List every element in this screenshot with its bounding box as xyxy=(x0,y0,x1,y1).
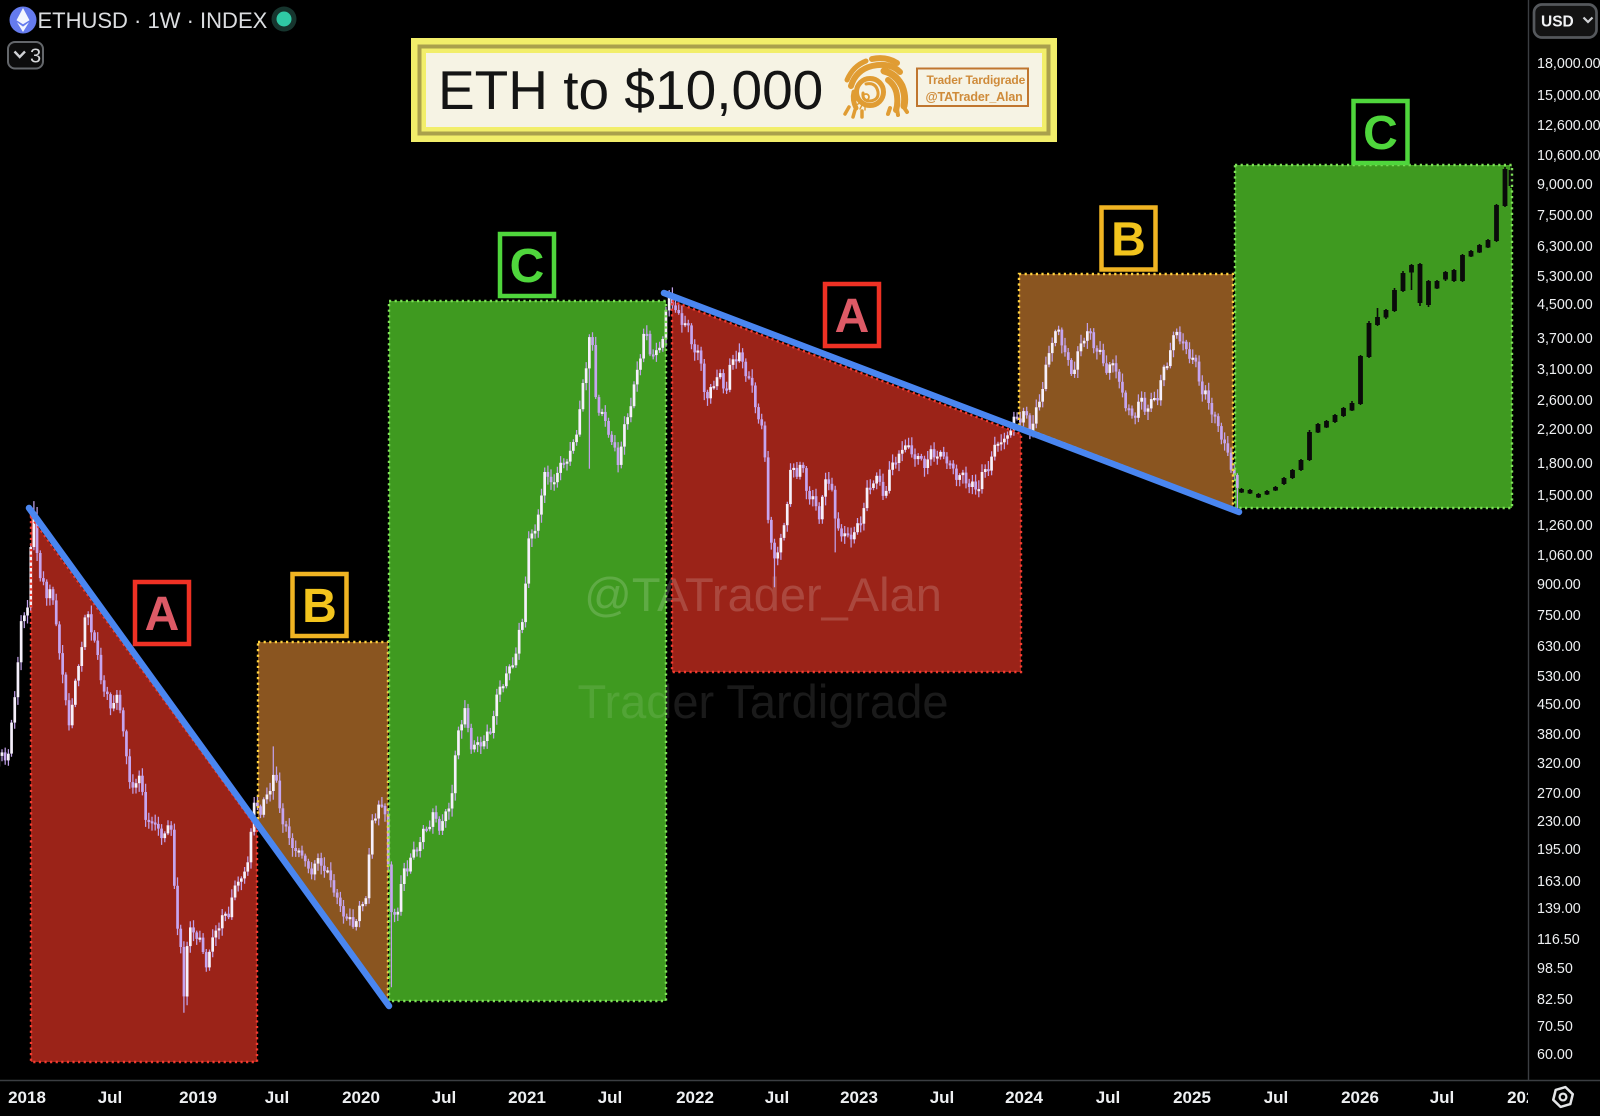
svg-text:630.00: 630.00 xyxy=(1537,639,1581,655)
svg-text:530.00: 530.00 xyxy=(1537,669,1581,685)
svg-text:5,300.00: 5,300.00 xyxy=(1537,269,1593,285)
svg-text:C: C xyxy=(1363,107,1398,160)
svg-text:450.00: 450.00 xyxy=(1537,697,1581,713)
svg-text:Jul: Jul xyxy=(1264,1088,1289,1107)
svg-text:2024: 2024 xyxy=(1005,1088,1043,1107)
svg-text:A: A xyxy=(835,290,870,343)
svg-text:@TATrader_Alan: @TATrader_Alan xyxy=(926,90,1023,104)
svg-text:2026: 2026 xyxy=(1341,1088,1379,1107)
svg-text:1,060.00: 1,060.00 xyxy=(1537,548,1593,564)
svg-text:270.00: 270.00 xyxy=(1537,786,1581,802)
svg-text:Trader Tardigrade: Trader Tardigrade xyxy=(927,73,1026,87)
svg-text:18,000.00: 18,000.00 xyxy=(1537,56,1600,72)
svg-text:B: B xyxy=(302,580,337,633)
svg-text:195.00: 195.00 xyxy=(1537,842,1581,858)
svg-text:2023: 2023 xyxy=(840,1088,878,1107)
svg-text:900.00: 900.00 xyxy=(1537,577,1581,593)
svg-text:70.50: 70.50 xyxy=(1537,1019,1573,1035)
svg-text:Jul: Jul xyxy=(432,1088,457,1107)
svg-text:3,700.00: 3,700.00 xyxy=(1537,331,1593,347)
svg-text:Jul: Jul xyxy=(765,1088,790,1107)
svg-text:60.00: 60.00 xyxy=(1537,1047,1573,1063)
svg-text:@TATrader_Alan: @TATrader_Alan xyxy=(584,568,942,621)
svg-text:B: B xyxy=(1111,214,1146,267)
svg-text:380.00: 380.00 xyxy=(1537,727,1581,743)
svg-text:750.00: 750.00 xyxy=(1537,608,1581,624)
svg-text:2020: 2020 xyxy=(342,1088,380,1107)
svg-text:2,600.00: 2,600.00 xyxy=(1537,393,1593,409)
svg-text:230.00: 230.00 xyxy=(1537,814,1581,830)
svg-text:12,600.00: 12,600.00 xyxy=(1537,118,1600,134)
svg-text:2018: 2018 xyxy=(8,1088,46,1107)
svg-text:163.00: 163.00 xyxy=(1537,874,1581,890)
svg-text:USD: USD xyxy=(1541,14,1574,31)
svg-text:Jul: Jul xyxy=(98,1088,123,1107)
svg-text:320.00: 320.00 xyxy=(1537,756,1581,772)
svg-text:1,500.00: 1,500.00 xyxy=(1537,488,1593,504)
svg-text:2022: 2022 xyxy=(676,1088,714,1107)
svg-text:Jul: Jul xyxy=(1430,1088,1455,1107)
svg-text:2025: 2025 xyxy=(1173,1088,1211,1107)
svg-text:Trader Tardigrade: Trader Tardigrade xyxy=(578,675,949,728)
svg-text:1,260.00: 1,260.00 xyxy=(1537,518,1593,534)
svg-text:Jul: Jul xyxy=(930,1088,955,1107)
svg-text:7,500.00: 7,500.00 xyxy=(1537,208,1593,224)
svg-text:15,000.00: 15,000.00 xyxy=(1537,88,1600,104)
svg-text:ETH to $10,000: ETH to $10,000 xyxy=(438,59,823,121)
svg-text:6,300.00: 6,300.00 xyxy=(1537,239,1593,255)
svg-text:3,100.00: 3,100.00 xyxy=(1537,362,1593,378)
svg-text:116.50: 116.50 xyxy=(1537,932,1580,948)
svg-text:98.50: 98.50 xyxy=(1537,961,1573,977)
svg-text:1,800.00: 1,800.00 xyxy=(1537,456,1593,472)
svg-text:2,200.00: 2,200.00 xyxy=(1537,422,1593,438)
svg-text:82.50: 82.50 xyxy=(1537,992,1573,1008)
svg-text:C: C xyxy=(510,240,545,293)
svg-text:3: 3 xyxy=(30,46,41,68)
svg-text:Jul: Jul xyxy=(265,1088,290,1107)
svg-text:10,600.00: 10,600.00 xyxy=(1537,148,1600,164)
svg-text:2027: 2027 xyxy=(1507,1088,1545,1107)
svg-text:Jul: Jul xyxy=(598,1088,623,1107)
svg-text:139.00: 139.00 xyxy=(1537,901,1581,917)
svg-text:4,500.00: 4,500.00 xyxy=(1537,297,1593,313)
svg-text:9,000.00: 9,000.00 xyxy=(1537,177,1593,193)
svg-text:2019: 2019 xyxy=(179,1088,217,1107)
svg-text:2021: 2021 xyxy=(508,1088,546,1107)
svg-text:ETHUSD · 1W · INDEX: ETHUSD · 1W · INDEX xyxy=(38,8,268,33)
svg-text:Jul: Jul xyxy=(1096,1088,1121,1107)
svg-text:A: A xyxy=(145,588,180,641)
